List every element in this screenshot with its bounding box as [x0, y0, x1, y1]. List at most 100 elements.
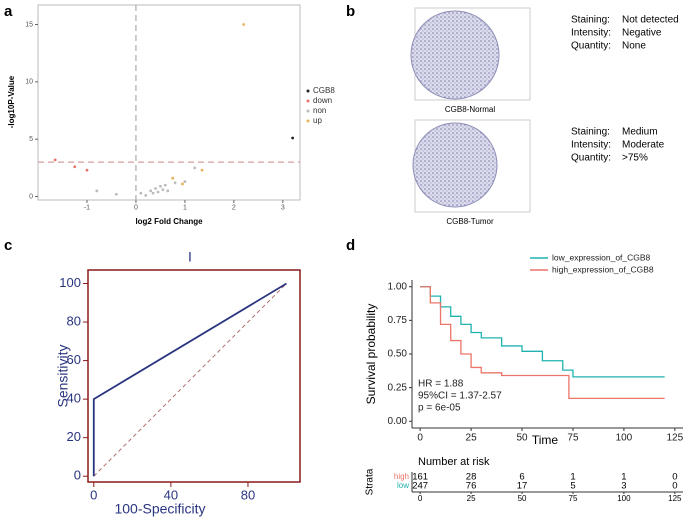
risk-count: 28: [466, 472, 477, 483]
point: [85, 168, 89, 172]
strata-name: low: [397, 481, 409, 490]
x-tick-label: 50: [518, 494, 527, 503]
point: [139, 191, 143, 195]
field-label: Quantity:: [571, 41, 611, 52]
point: [181, 182, 184, 186]
y-tick-label: 40: [67, 391, 81, 406]
reference-line: [93, 283, 287, 477]
y-tick-label: 0: [74, 468, 81, 483]
y-tick-label: 80: [67, 313, 81, 328]
y-tick-label: 0.25: [388, 382, 408, 393]
x-tick-label: 100: [616, 433, 633, 444]
risk-count: 5: [570, 481, 575, 492]
chart-title: I: [188, 249, 192, 265]
point: [144, 194, 148, 197]
tissue-image: [410, 10, 500, 100]
field-value: Medium: [622, 127, 658, 138]
legend-label: up: [313, 116, 322, 125]
x-tick-label: -1: [84, 205, 90, 212]
x-tick-label: 80: [241, 488, 255, 503]
x-tick-label: 3: [281, 205, 285, 212]
y-axis-label: Survival probability: [364, 304, 378, 405]
annotation: p = 6e-05: [418, 403, 461, 414]
field-label: Intensity:: [571, 140, 611, 151]
plot-frame: [37, 4, 301, 201]
roc-curve: [92, 282, 287, 477]
point: [53, 158, 57, 162]
point: [173, 181, 177, 185]
point: [183, 180, 187, 184]
y-tick-label: 20: [67, 429, 81, 444]
y-tick-label: 100: [59, 275, 81, 290]
x-tick-label: 0: [417, 433, 423, 444]
annotation: 95%CI = 1.37-2.57: [418, 391, 502, 402]
y-axis-label: Sensitivity: [55, 344, 71, 407]
panel-label: a: [4, 3, 13, 20]
y-axis-label: -log10P-Value: [7, 75, 16, 128]
legend-label: low_expression_of_CGB8: [552, 252, 651, 262]
field-value: Not detected: [622, 15, 679, 26]
x-tick-label: 75: [569, 494, 578, 503]
point: [151, 191, 155, 195]
x-tick-label: 100: [617, 494, 631, 503]
point: [193, 166, 197, 170]
x-tick-label: 0: [90, 488, 97, 503]
point: [163, 183, 167, 187]
legend-marker: [306, 119, 310, 123]
point: [161, 188, 165, 192]
legend-label: down: [313, 96, 332, 105]
risk-count: 1: [570, 472, 575, 483]
risk-count: 3: [621, 481, 626, 492]
point: [200, 168, 204, 172]
risk-count: 17: [517, 481, 528, 492]
y-tick-label: 60: [67, 352, 81, 367]
x-tick-label: 0: [134, 205, 138, 212]
x-axis-label: log2 Fold Change: [135, 217, 203, 226]
point: [149, 189, 153, 193]
legend-label: non: [313, 106, 326, 115]
x-tick-label: 40: [164, 488, 178, 503]
risk-count: 0: [672, 481, 677, 492]
tissue-image: [412, 122, 498, 208]
field-label: Staining:: [571, 127, 610, 138]
risk-table-title: Number at risk: [418, 456, 490, 468]
y-tick-label: 0.75: [388, 315, 408, 326]
point: [156, 190, 160, 194]
survival-curve: [420, 286, 665, 378]
x-tick-label: 50: [516, 433, 528, 444]
x-tick-label: 0: [418, 494, 423, 503]
y-tick-label: 5: [29, 136, 33, 143]
risk-count: 6: [519, 472, 524, 483]
point: [159, 184, 162, 188]
x-tick-label: 125: [667, 433, 684, 444]
legend-marker: [306, 109, 310, 113]
plot-frame: [87, 269, 301, 483]
risk-count: 76: [466, 481, 477, 492]
field-label: Quantity:: [571, 153, 611, 164]
field-label: Staining:: [571, 15, 610, 26]
point: [171, 176, 175, 180]
point: [166, 189, 170, 193]
survival-curve: [420, 286, 665, 400]
image-caption: CGB8-Normal: [445, 105, 495, 114]
field-value: Moderate: [622, 140, 665, 151]
x-tick-label: 25: [466, 433, 478, 444]
x-tick-label: 75: [567, 433, 579, 444]
x-tick-label: 25: [467, 494, 476, 503]
x-tick-label: 1: [183, 205, 187, 212]
risk-count: 1: [621, 472, 626, 483]
point: [291, 136, 295, 140]
y-tick-label: 15: [25, 21, 33, 28]
field-value: >75%: [622, 153, 648, 164]
point: [73, 165, 77, 169]
y-tick-label: 0.00: [388, 416, 408, 427]
risk-count: 161: [412, 472, 428, 483]
y-tick-label: 10: [25, 79, 33, 86]
legend-label: high_expression_of_CGB8: [552, 264, 654, 274]
x-axis-label: Time: [532, 433, 559, 447]
point: [154, 187, 157, 190]
risk-count: 247: [412, 481, 428, 492]
y-tick-label: 1.00: [388, 281, 408, 292]
field-value: None: [622, 41, 646, 52]
